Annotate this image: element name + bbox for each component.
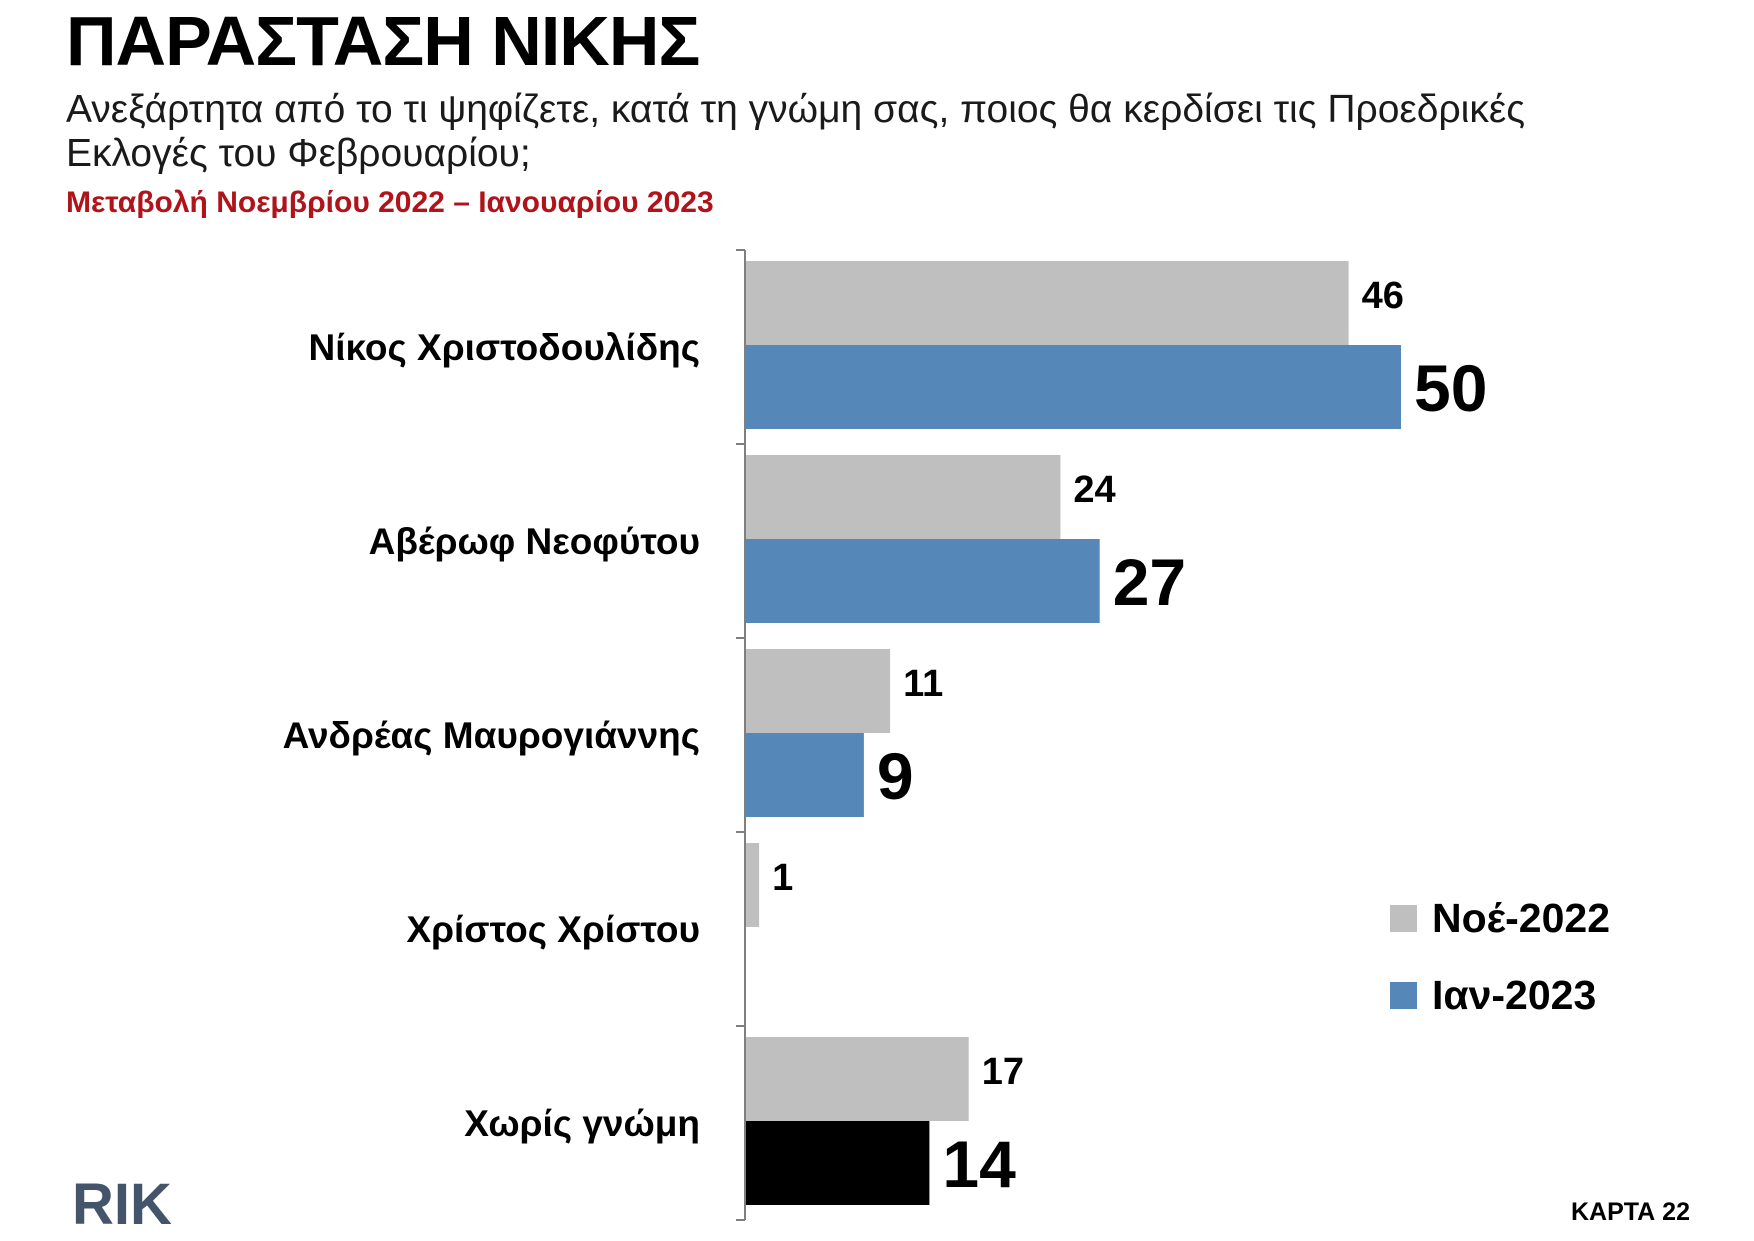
- data-label-nov-2022: 24: [1073, 469, 1115, 511]
- data-label-nov-2022: 1: [772, 857, 793, 899]
- rik-logo: RIK: [72, 1178, 172, 1228]
- category-label: Ανδρέας Μαυρογιάννης: [283, 715, 700, 756]
- legend-label-jan-2023: Ιαν-2023: [1432, 972, 1596, 1018]
- bar-nov-2022: [746, 1037, 969, 1121]
- bar-jan-2023: [746, 733, 864, 817]
- category-label: Αβέρωφ Νεοφύτου: [369, 521, 700, 562]
- legend-swatch-nov-2022: [1390, 905, 1417, 932]
- data-label-nov-2022: 46: [1362, 275, 1404, 317]
- bar-nov-2022: [746, 261, 1349, 345]
- data-label-nov-2022: 11: [903, 663, 943, 705]
- bar-jan-2023: [746, 539, 1100, 623]
- question-subtitle: Ανεξάρτητα από το τι ψηφίζετε, κατά τη γ…: [66, 88, 1526, 175]
- data-label-nov-2022: 17: [982, 1051, 1024, 1093]
- category-label: Χωρίς γνώμη: [464, 1103, 700, 1144]
- category-label: Νίκος Χριστοδουλίδης: [309, 327, 700, 368]
- legend-swatch-jan-2023: [1390, 982, 1417, 1009]
- logo-text: RIK: [72, 1178, 172, 1228]
- bar-nov-2022: [746, 843, 760, 927]
- data-label-jan-2023: 9: [877, 739, 914, 813]
- bar-jan-2023: [746, 1121, 930, 1205]
- data-label-jan-2023: 27: [1113, 545, 1186, 619]
- legend-label-nov-2022: Νοέ-2022: [1432, 895, 1610, 941]
- period-label: Μεταβολή Νοεμβρίου 2022 – Ιανουαρίου 202…: [66, 186, 714, 219]
- category-label: Χρίστος Χρίστου: [406, 909, 700, 950]
- bar-nov-2022: [746, 649, 891, 733]
- data-label-jan-2023: 14: [942, 1127, 1016, 1201]
- card-number: ΚΑΡΤΑ 22: [1570, 1198, 1690, 1226]
- bar-jan-2023: [746, 345, 1401, 429]
- bar-nov-2022: [746, 455, 1061, 539]
- data-label-jan-2023: 50: [1414, 351, 1487, 425]
- page-title: ΠΑΡΑΣΤΑΣΗ ΝΙΚΗΣ: [66, 2, 700, 80]
